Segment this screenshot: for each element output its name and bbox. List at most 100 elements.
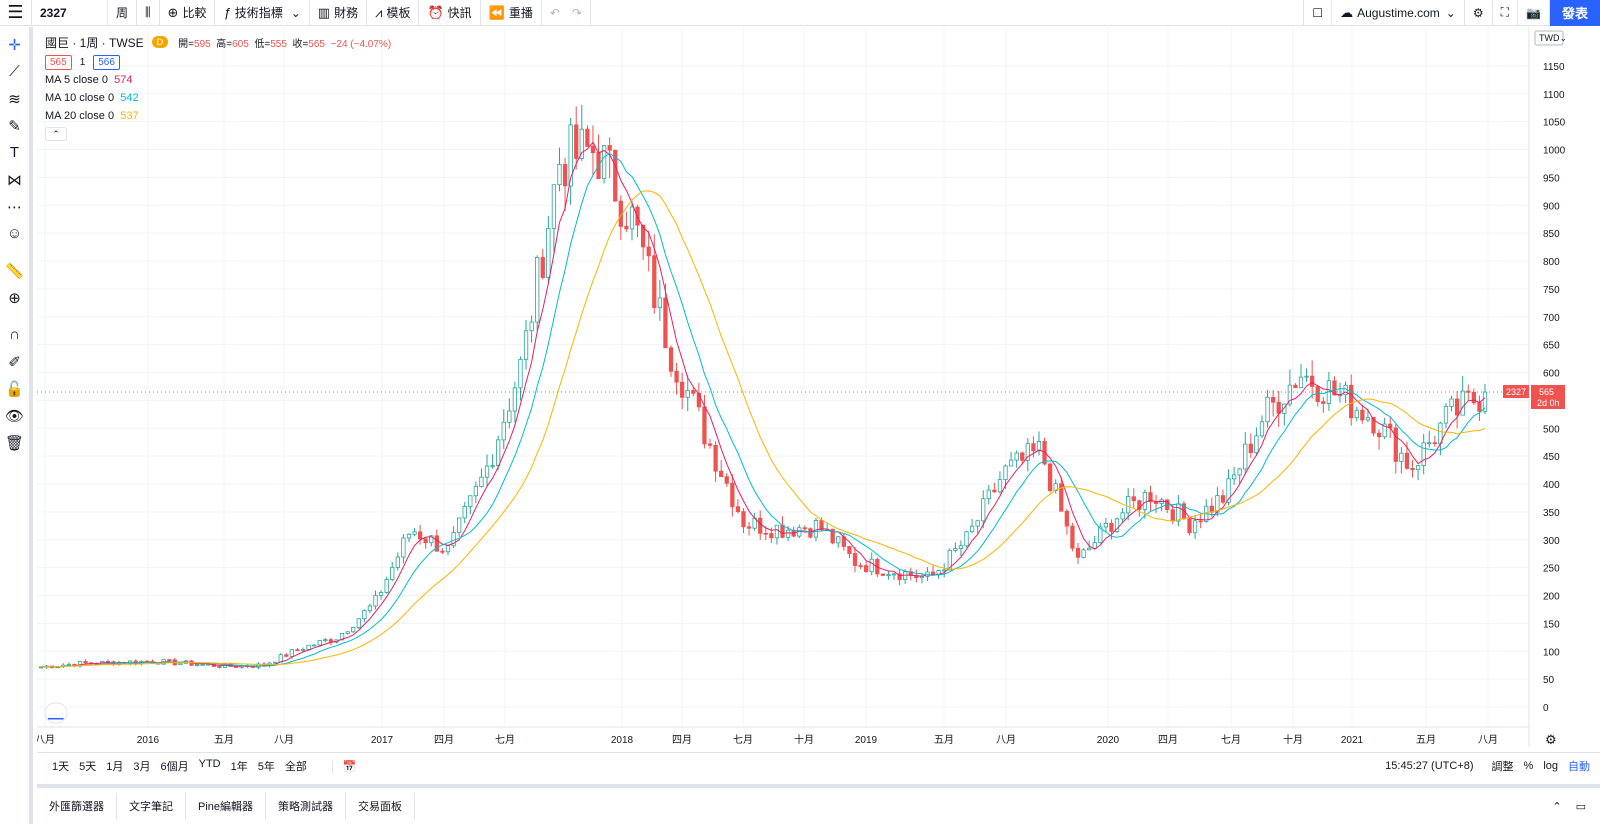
drawing-toolbar: ✛ ⟋ ≋ ✎ T ⋈ ⋯ ☺ 📏 ⊕ ∩ ✐ 🔓 👁 🗑 <box>0 27 33 824</box>
brush-icon: ✎ <box>8 117 21 135</box>
visibility-tool[interactable]: 👁 <box>0 402 29 429</box>
indicators-label: 技術指標 <box>234 6 283 20</box>
candle-body <box>724 476 729 484</box>
snapshot-button[interactable]: 📷 <box>1518 0 1550 26</box>
candle-body <box>1376 432 1382 438</box>
candle-body <box>1053 483 1058 491</box>
bid-box[interactable]: 565 <box>45 54 72 70</box>
candle-body <box>345 631 350 634</box>
candle-body <box>1020 452 1025 461</box>
price-tick-label: 0 <box>1543 703 1549 714</box>
chart-type-button[interactable]: ⫼ <box>137 0 160 26</box>
interval-button[interactable]: 周 <box>108 0 138 26</box>
collapse-legend-button[interactable]: ⌃ <box>45 127 67 141</box>
percent-toggle[interactable]: % <box>1523 760 1534 772</box>
ruler-tool[interactable]: 📏 <box>0 257 29 284</box>
candle-body <box>496 439 501 466</box>
auto-toggle[interactable]: 自動 <box>1568 761 1590 773</box>
candle-body <box>663 297 668 349</box>
price-tick-label: 1150 <box>1543 62 1565 73</box>
trend-line-tool[interactable]: ⟋ <box>0 58 29 85</box>
replay-button[interactable]: ⏪ 重播 <box>481 0 542 26</box>
fullscreen-button[interactable]: ⛶ <box>1493 0 1519 26</box>
settings-button[interactable]: ⚙ <box>1465 0 1493 26</box>
pattern-tool[interactable]: ⋈ <box>0 166 29 193</box>
range-button-2[interactable]: 1月 <box>106 761 124 773</box>
lock-drawing-tool[interactable]: ✐ <box>0 348 29 375</box>
price-chart[interactable]: 1150110010501000950900850800750700650600… <box>37 27 1565 747</box>
compare-button[interactable]: ⊕ 比較 <box>160 0 216 26</box>
magnet-tool[interactable]: ∩ <box>0 321 29 348</box>
candle-body <box>1466 390 1471 393</box>
adjust-toggle[interactable]: 調整 <box>1491 761 1514 773</box>
range-button-4[interactable]: 6個月 <box>160 761 189 773</box>
fib-tool[interactable]: ≋ <box>0 85 29 112</box>
chevron-up-icon[interactable]: ⌃ <box>1552 800 1562 813</box>
log-toggle[interactable]: log <box>1543 760 1558 772</box>
price-tick-label: 350 <box>1543 508 1560 519</box>
candle-body <box>105 660 111 663</box>
redo-icon[interactable]: ↷ <box>571 5 582 20</box>
footer-tab-0[interactable]: 外匯篩選器 <box>37 793 117 819</box>
undo-icon[interactable]: ↶ <box>549 5 560 20</box>
range-button-0[interactable]: 1天 <box>52 761 70 773</box>
delete-tool[interactable]: 🗑 <box>0 429 29 456</box>
ma20-line <box>40 190 1486 668</box>
footer-tab-4[interactable]: 交易面板 <box>346 793 416 819</box>
footer-tab-1[interactable]: 文字筆記 <box>117 793 186 819</box>
publish-button[interactable]: 發表 <box>1549 0 1600 26</box>
range-button-1[interactable]: 5天 <box>79 761 97 773</box>
candle-body <box>278 654 283 663</box>
goto-date-button[interactable]: 📅 <box>331 759 357 773</box>
candle-body <box>613 149 618 202</box>
lock-tool[interactable]: 🔓 <box>0 375 29 402</box>
emoji-tool[interactable]: ☺ <box>0 220 29 247</box>
indicators-button[interactable]: ƒ 技術指標 ⌄ <box>215 0 310 26</box>
maximize-icon[interactable]: ▭ <box>1575 800 1586 813</box>
menu-button[interactable]: ☰ <box>0 0 32 26</box>
ma20-legend[interactable]: MA 20 close 0 537 <box>45 107 391 125</box>
candle-body <box>758 517 763 534</box>
candle-body <box>646 246 651 257</box>
brush-tool[interactable]: ✎ <box>0 112 29 139</box>
candle-body <box>1148 492 1153 503</box>
layout-button[interactable]: ☐ <box>1303 0 1333 26</box>
range-button-3[interactable]: 3月 <box>133 761 151 773</box>
ma10-legend[interactable]: MA 10 close 0 542 <box>45 89 391 107</box>
candle-body <box>194 664 200 666</box>
candle-body <box>468 495 473 507</box>
text-tool[interactable]: T <box>0 139 29 166</box>
crosshair-tool[interactable]: ✛ <box>0 31 29 58</box>
templates-button[interactable]: ⩘ 模板 <box>367 0 420 26</box>
footer-tab-2[interactable]: Pine編輯器 <box>186 793 267 819</box>
range-button-5[interactable]: YTD <box>198 758 221 770</box>
zoom-tool[interactable]: ⊕ <box>0 284 29 311</box>
price-tick-label: 500 <box>1543 424 1560 435</box>
hamburger-icon: ☰ <box>7 2 24 22</box>
symbol-search[interactable]: 2327 <box>32 0 108 26</box>
range-button-7[interactable]: 5年 <box>257 761 275 773</box>
pencil-lock-icon: ✐ <box>8 353 21 371</box>
smiley-icon: ☺ <box>6 225 23 242</box>
ma5-legend[interactable]: MA 5 close 0 574 <box>45 71 391 89</box>
footer-tab-3[interactable]: 策略測試器 <box>266 793 347 819</box>
prediction-tool[interactable]: ⋯ <box>0 193 29 220</box>
candle-body <box>992 489 997 493</box>
data-badge[interactable]: D <box>151 36 169 48</box>
time-tick-label: 五月 <box>1416 734 1436 746</box>
candle-body <box>1382 423 1387 438</box>
ruler-icon: 📏 <box>5 262 24 280</box>
alerts-button[interactable]: ⏰ 快訊 <box>419 0 481 26</box>
candle-body <box>1360 409 1365 421</box>
range-button-6[interactable]: 1年 <box>230 761 248 773</box>
ask-box[interactable]: 566 <box>93 54 120 70</box>
clock[interactable]: 15:45:27 (UTC+8) <box>1385 760 1474 772</box>
candle-body <box>635 206 640 226</box>
financials-button[interactable]: ▥ 財務 <box>310 0 368 26</box>
time-tick-label: 七月 <box>495 734 515 746</box>
candle-body <box>1449 398 1454 407</box>
range-button-8[interactable]: 全部 <box>284 761 307 773</box>
cloud-icon: ☁ <box>1340 4 1354 20</box>
currency-box <box>1534 30 1564 46</box>
account-button[interactable]: ☁ Augustime.com ⌄ <box>1332 0 1465 26</box>
